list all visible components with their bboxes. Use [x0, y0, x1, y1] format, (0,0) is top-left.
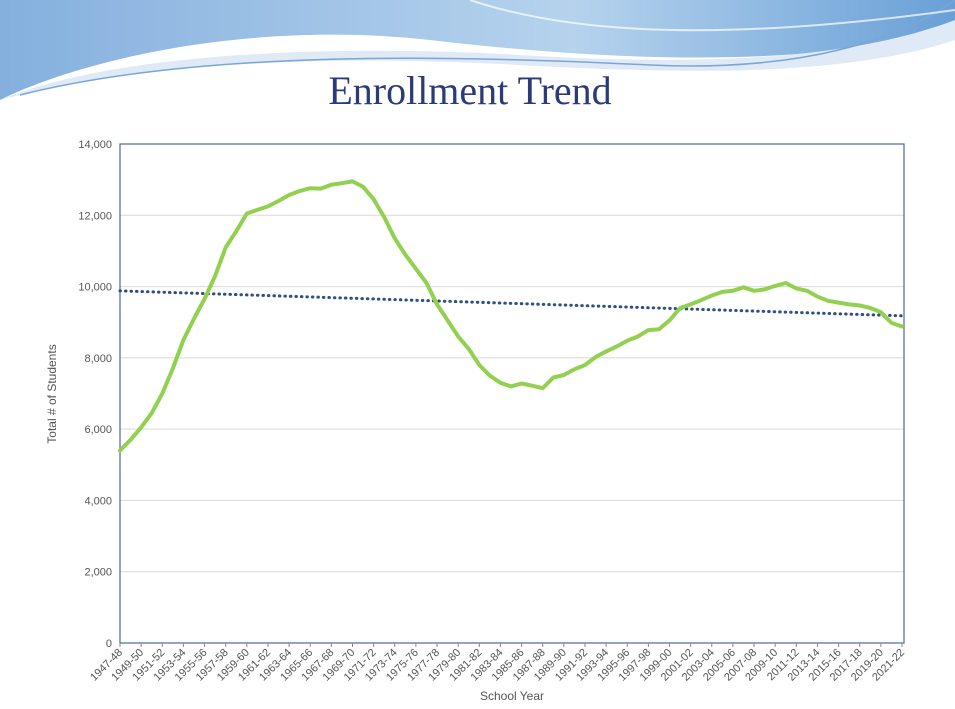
trend-line	[118, 289, 904, 318]
plot-area: 02,0004,0006,0008,00010,00012,00014,0001…	[78, 139, 907, 684]
y-axis-title: Total # of Students	[45, 344, 59, 443]
plot-frame	[119, 143, 905, 644]
y-tick-label: 4,000	[84, 495, 112, 507]
y-tick-label: 12,000	[78, 210, 112, 222]
y-tick-label: 6,000	[84, 424, 112, 436]
y-tick-label: 10,000	[78, 282, 112, 294]
enrollment-line	[118, 179, 904, 453]
y-tick-label: 8,000	[84, 353, 112, 365]
y-tick-label: 0	[106, 638, 112, 650]
y-tick-label: 14,000	[78, 139, 112, 151]
x-axis-title: School Year	[480, 689, 544, 703]
header-waves	[0, 0, 955, 100]
chart-title: Enrollment Trend	[328, 68, 611, 113]
y-tick-label: 2,000	[84, 567, 112, 579]
